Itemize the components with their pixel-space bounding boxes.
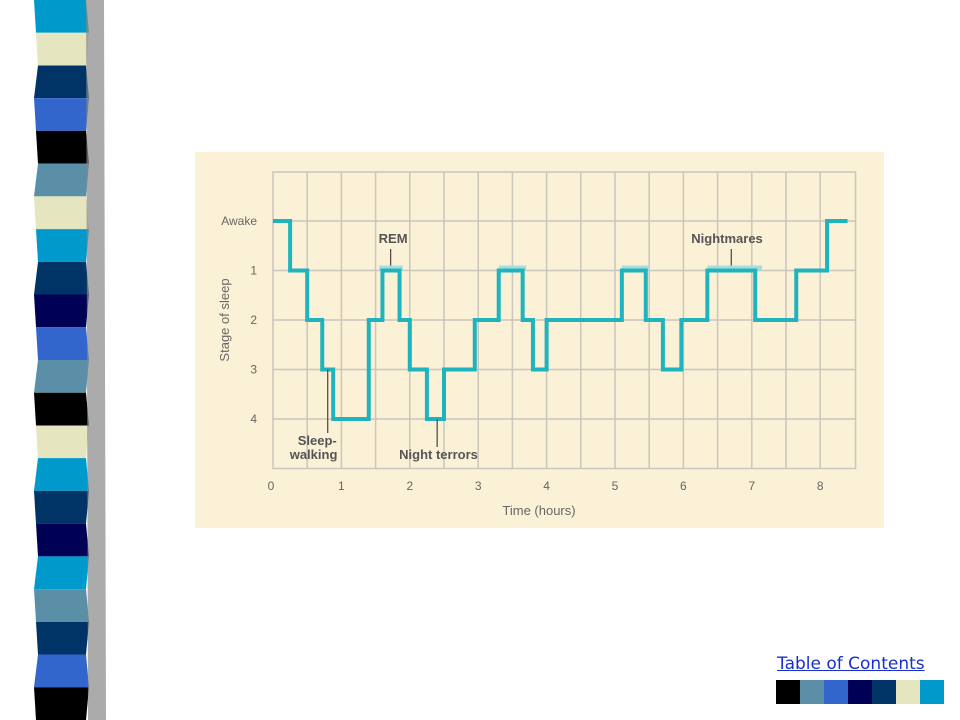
stripe-band: [34, 261, 89, 295]
color-swatch: [776, 680, 800, 704]
stripe-band: [34, 196, 89, 230]
x-tick-label: 0: [268, 479, 275, 493]
stripe-band: [34, 392, 89, 426]
stripe-shadow: [86, 0, 106, 720]
x-tick-label: 8: [817, 479, 824, 493]
stripe-band: [34, 654, 89, 688]
stripe-band: [36, 32, 89, 66]
rem-period-bar: [498, 265, 527, 271]
stripe-band: [34, 589, 89, 622]
sleep-stage-line: [273, 219, 848, 421]
color-swatch: [824, 680, 848, 704]
color-swatch-bar: [776, 680, 944, 704]
y-tick-label: 2: [250, 313, 257, 327]
x-tick-label: 3: [475, 479, 482, 493]
x-axis-title: Time (hours): [502, 503, 575, 518]
stripe-band: [34, 98, 89, 131]
stripe-band: [36, 229, 89, 262]
color-swatch: [920, 680, 944, 704]
color-swatch: [800, 680, 824, 704]
color-swatch: [848, 680, 872, 704]
x-tick-label: 2: [406, 479, 413, 493]
rem-period-bar: [379, 265, 403, 271]
stripe-band: [36, 130, 89, 164]
annotation-night-terrors: Night terrors: [399, 447, 478, 462]
rem-period-bar: [707, 265, 763, 271]
stripe-band: [34, 65, 89, 99]
x-tick-label: 5: [612, 479, 619, 493]
stripe-band: [34, 0, 89, 33]
annotation-sleepwalking-line2: walking: [289, 447, 338, 462]
table-of-contents-link[interactable]: Table of Contents: [777, 654, 925, 674]
rem-period-bar: [621, 265, 650, 271]
x-tick-label: 1: [338, 479, 345, 493]
color-swatch: [896, 680, 920, 704]
y-axis-title: Stage of sleep: [217, 278, 232, 361]
stripe-band: [34, 490, 89, 524]
stripe-band: [34, 163, 89, 197]
color-swatch: [872, 680, 896, 704]
y-tick-label: 4: [250, 412, 257, 426]
y-tick-label: Awake: [221, 214, 257, 228]
x-tick-label: 7: [748, 479, 755, 493]
stripe-band: [34, 556, 89, 590]
annotation-sleepwalking: Sleep-: [298, 433, 337, 448]
sleep-stage-chart: REM Nightmares Sleep-walking Night terrors …: [195, 152, 884, 528]
annotation-rem: REM: [379, 231, 408, 246]
y-tick-label: 1: [250, 264, 257, 278]
stripe-band: [36, 425, 89, 459]
x-tick-label: 4: [543, 479, 550, 493]
stripe-band: [36, 327, 89, 360]
annotation-nightmares: Nightmares: [691, 231, 763, 246]
y-tick-label: 3: [250, 363, 257, 377]
stripe-band: [36, 523, 89, 557]
decorative-stripe-bar: [0, 0, 110, 720]
stripe-band: [34, 687, 89, 720]
stripe-band: [34, 458, 89, 491]
stripe-band: [36, 621, 89, 655]
x-tick-label: 6: [680, 479, 687, 493]
stripe-band: [34, 360, 89, 393]
stripe-band: [34, 294, 89, 328]
